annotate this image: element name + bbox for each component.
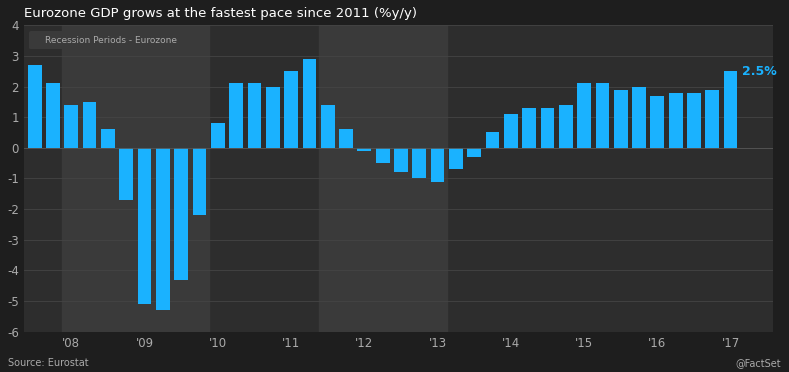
Text: Eurozone GDP grows at the fastest pace since 2011 (%y/y): Eurozone GDP grows at the fastest pace s… (24, 7, 417, 20)
Bar (62, 25, 208, 331)
Bar (394, 148, 408, 172)
Bar (687, 93, 701, 148)
Bar (376, 148, 390, 163)
Bar (101, 129, 114, 148)
Bar (705, 90, 719, 148)
Bar (669, 93, 682, 148)
Bar (632, 87, 646, 148)
Bar (174, 148, 188, 279)
Bar (230, 83, 243, 148)
Text: @FactSet: @FactSet (735, 358, 781, 368)
Bar (119, 148, 133, 200)
Bar (65, 105, 78, 148)
Bar (83, 102, 96, 148)
Bar (540, 108, 555, 148)
Bar (504, 114, 518, 148)
Text: Source: Eurostat: Source: Eurostat (8, 358, 88, 368)
Bar (614, 90, 627, 148)
Bar (486, 132, 499, 148)
Bar (319, 25, 447, 331)
Bar (431, 148, 444, 182)
Legend: Recession Periods - Eurozone: Recession Periods - Eurozone (29, 31, 181, 49)
Text: 2.5%: 2.5% (742, 65, 776, 78)
Bar (193, 148, 207, 215)
Bar (559, 105, 573, 148)
Bar (321, 105, 335, 148)
Bar (211, 123, 225, 148)
Bar (413, 148, 426, 179)
Bar (156, 148, 170, 310)
Bar (302, 59, 316, 148)
Bar (138, 148, 151, 304)
Bar (28, 65, 42, 148)
Bar (522, 108, 536, 148)
Bar (266, 87, 279, 148)
Bar (724, 71, 738, 148)
Bar (339, 129, 353, 148)
Bar (284, 71, 298, 148)
Bar (467, 148, 481, 157)
Bar (449, 148, 463, 169)
Bar (650, 96, 664, 148)
Bar (578, 83, 591, 148)
Bar (596, 83, 609, 148)
Bar (357, 148, 371, 151)
Bar (248, 83, 261, 148)
Bar (46, 83, 60, 148)
